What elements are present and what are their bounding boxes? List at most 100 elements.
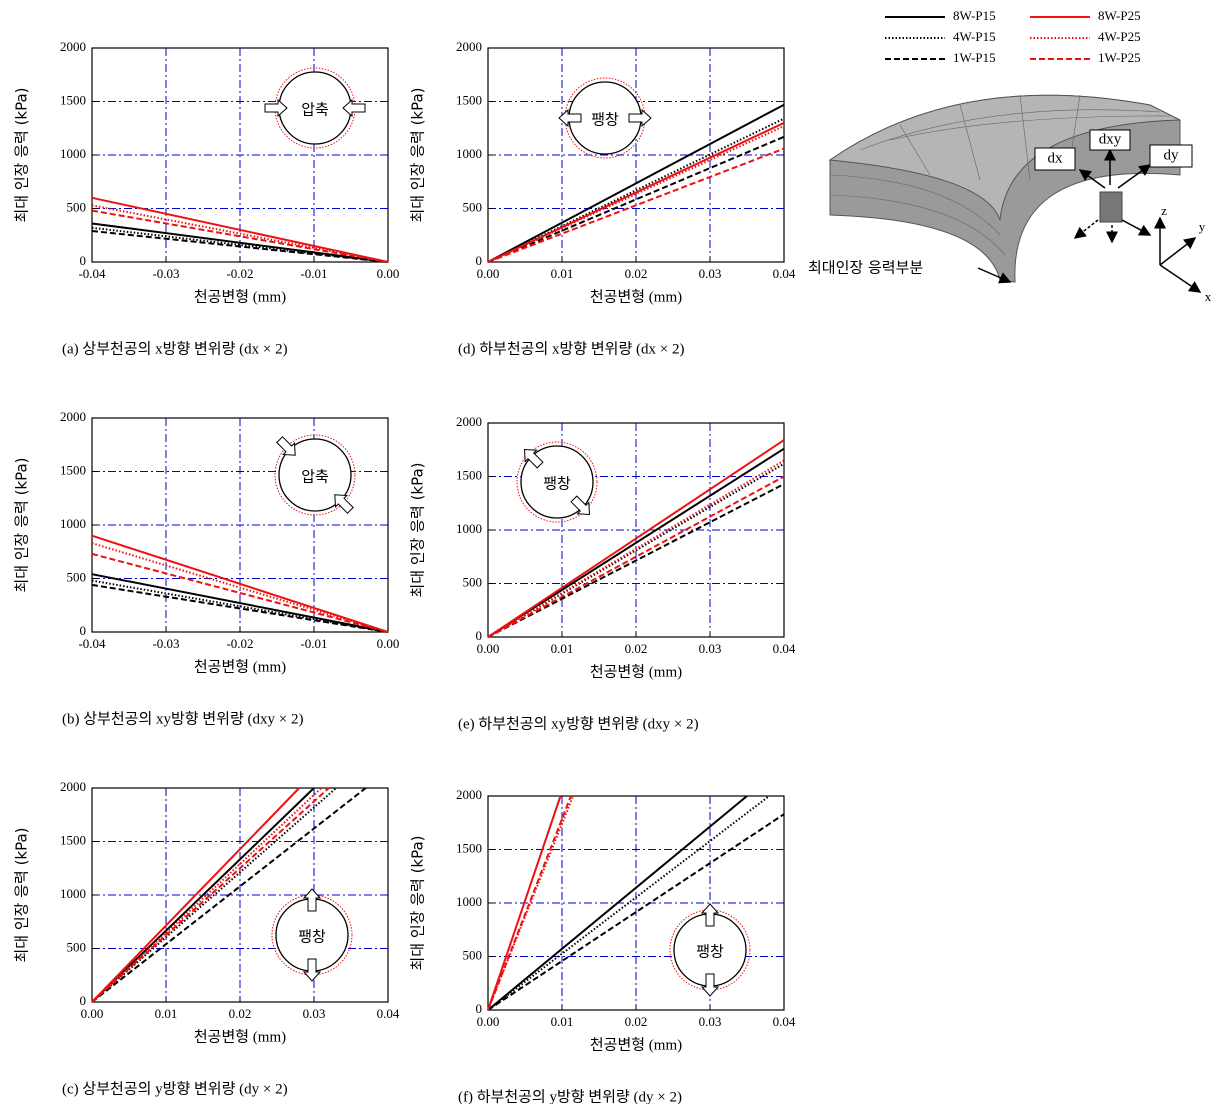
y-tick-label: 2000 — [456, 787, 482, 802]
x-axis-label: 천공변형 (mm) — [194, 658, 286, 675]
y-axis-label: 최대 인장 응력 (kPa) — [409, 462, 427, 597]
x-tick-label: 0.03 — [699, 266, 722, 281]
y-axis-label: 최대 인장 응력 (kPa) — [13, 827, 31, 962]
x-tick-label: -0.02 — [226, 266, 253, 281]
x-tick-label: 0.04 — [773, 266, 796, 281]
y-tick-label: 1000 — [60, 516, 86, 531]
y-axis-label: 최대 인장 응력 (kPa) — [409, 835, 427, 970]
caption: (b) 상부천공의 xy방향 변위량 (dxy × 2) — [62, 710, 303, 727]
x-tick-label: 0.00 — [377, 636, 400, 651]
y-tick-label: 1500 — [456, 467, 482, 482]
chart: 0.000.010.020.030.0405001000150020008W-P… — [409, 787, 796, 1104]
figure: dx dxy dy z y x 최대인장 응력부분 -0.04 -0.03 -0.0… — [0, 0, 1215, 1104]
x-tick-label: 0.02 — [625, 1014, 648, 1029]
y-tick-label: 1500 — [60, 92, 86, 107]
y-tick-label: 1000 — [60, 146, 86, 161]
inset-label: 팽창 — [298, 928, 326, 946]
axis-name: z — [1161, 203, 1167, 218]
chart: 0.000.010.020.030.0405001000150020008W-P… — [409, 39, 796, 357]
series-line: 1W-P15 — [92, 585, 388, 632]
y-tick-label: 1000 — [456, 894, 482, 909]
x-tick-label: 0.00 — [377, 266, 400, 281]
legend-label: 8W-P15 — [953, 8, 996, 23]
y-axis-label: 최대 인장 응력 (kPa) — [13, 457, 31, 592]
x-tick-label: 0.03 — [699, 641, 722, 656]
y-tick-label: 0 — [476, 253, 483, 268]
y-tick-label: 0 — [80, 623, 87, 638]
y-tick-label: 0 — [80, 253, 87, 268]
x-axis-label: 천공변형 (mm) — [590, 663, 682, 680]
series-line: 4W-P25 — [92, 543, 388, 632]
x-tick-label: 0.00 — [477, 266, 500, 281]
x-tick-label: -0.04 — [78, 266, 106, 281]
y-tick-label: 2000 — [60, 409, 86, 424]
x-tick-label: 0.04 — [377, 1006, 400, 1021]
y-tick-label: 2000 — [60, 39, 86, 54]
x-tick-label: 0.03 — [699, 1014, 722, 1029]
inset-label: 압축 — [301, 101, 329, 119]
y-tick-label: 0 — [80, 993, 87, 1008]
y-tick-label: 1500 — [456, 840, 482, 855]
x-tick-label: -0.03 — [152, 266, 179, 281]
x-axis-label: 천공변형 (mm) — [194, 1028, 286, 1045]
inset-arrow — [277, 437, 295, 455]
inset-label: 압축 — [301, 468, 329, 486]
y-tick-label: 500 — [67, 939, 87, 954]
x-tick-label: 0.00 — [477, 641, 500, 656]
model-diagram: dx dxy dy z y x 최대인장 응력부분 — [808, 95, 1212, 304]
y-axis-label: 최대 인장 응력 (kPa) — [409, 87, 427, 222]
series-line: 8W-P25 — [488, 796, 561, 1010]
y-tick-label: 1500 — [456, 92, 482, 107]
chart: -0.04-0.03-0.02-0.010.000500100015002000… — [13, 409, 400, 727]
y-tick-label: 2000 — [456, 414, 482, 429]
caption: (f) 하부천공의 y방향 변위량 (dy × 2) — [458, 1088, 682, 1104]
diagram-label: dy — [1164, 147, 1180, 163]
x-tick-label: -0.04 — [78, 636, 106, 651]
y-tick-label: 500 — [463, 574, 483, 589]
chart: 0.000.010.020.030.0405001000150020008W-P… — [13, 779, 400, 1097]
x-tick-label: 0.02 — [625, 266, 648, 281]
x-axis-label: 천공변형 (mm) — [194, 288, 286, 305]
x-tick-label: -0.01 — [300, 636, 327, 651]
x-tick-label: 0.01 — [551, 266, 574, 281]
diagram-label: dx — [1048, 150, 1064, 166]
y-tick-label: 500 — [463, 199, 483, 214]
axis-name: y — [1199, 219, 1206, 234]
y-tick-label: 500 — [463, 947, 483, 962]
x-tick-label: 0.01 — [155, 1006, 178, 1021]
x-tick-label: 0.00 — [477, 1014, 500, 1029]
x-tick-label: 0.01 — [551, 641, 574, 656]
legend: 8W-P15 4W-P15 1W-P15 8W-P25 4W-P25 1W-P25 — [885, 8, 1141, 65]
legend-label: 4W-P15 — [953, 29, 996, 44]
y-tick-label: 2000 — [60, 779, 86, 794]
y-tick-label: 0 — [476, 1001, 483, 1016]
x-tick-label: 0.04 — [773, 1014, 796, 1029]
inset-label: 팽창 — [591, 111, 619, 129]
y-axis-label: 최대 인장 응력 (kPa) — [13, 87, 31, 222]
y-tick-label: 1000 — [456, 146, 482, 161]
y-tick-label: 500 — [67, 569, 87, 584]
y-tick-label: 0 — [476, 628, 483, 643]
inset-label: 팽창 — [543, 475, 571, 493]
legend-label: 1W-P15 — [953, 50, 996, 65]
caption: (c) 상부천공의 y방향 변위량 (dy × 2) — [62, 1080, 288, 1097]
x-tick-label: 0.02 — [229, 1006, 252, 1021]
x-axis-label: 천공변형 (mm) — [590, 1036, 682, 1053]
caption: (d) 하부천공의 x방향 변위량 (dx × 2) — [458, 340, 684, 357]
x-tick-label: 0.04 — [773, 641, 796, 656]
legend-label: 4W-P25 — [1098, 29, 1141, 44]
inset-arrow — [335, 495, 353, 513]
legend-label: 1W-P25 — [1098, 50, 1141, 65]
y-tick-label: 2000 — [456, 39, 482, 54]
x-axis-label: 천공변형 (mm) — [590, 288, 682, 305]
y-tick-label: 1000 — [60, 886, 86, 901]
legend-label: 8W-P25 — [1098, 8, 1141, 23]
axis-name: x — [1205, 289, 1212, 304]
caption: (e) 하부천공의 xy방향 변위량 (dxy × 2) — [458, 715, 699, 732]
diagram-callout: 최대인장 응력부분 — [808, 259, 923, 277]
x-tick-label: -0.01 — [300, 266, 327, 281]
x-tick-label: 0.00 — [81, 1006, 104, 1021]
diagram-label: dxy — [1099, 131, 1122, 147]
y-tick-label: 1000 — [456, 521, 482, 536]
